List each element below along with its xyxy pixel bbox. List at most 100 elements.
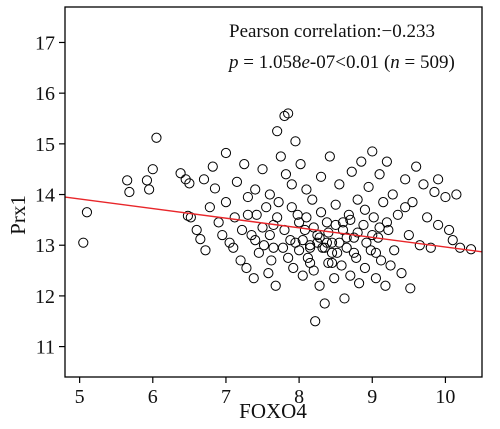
data-point bbox=[290, 136, 301, 147]
data-point bbox=[378, 197, 389, 208]
data-point bbox=[425, 242, 436, 253]
data-point bbox=[381, 156, 392, 167]
data-point bbox=[440, 191, 451, 203]
data-point bbox=[454, 242, 466, 253]
data-point bbox=[367, 229, 378, 241]
data-point bbox=[337, 217, 349, 228]
data-point bbox=[348, 232, 360, 243]
data-point bbox=[220, 197, 232, 208]
x-tick-label: 7 bbox=[221, 386, 231, 408]
y-tick-label: 12 bbox=[35, 286, 55, 308]
data-point bbox=[295, 159, 306, 170]
data-point bbox=[330, 199, 341, 210]
x-tick-label: 10 bbox=[435, 386, 455, 408]
data-point bbox=[304, 240, 316, 251]
data-point bbox=[285, 235, 296, 246]
e-symbol: e bbox=[301, 52, 309, 73]
data-point bbox=[266, 255, 277, 266]
data-point bbox=[301, 212, 312, 223]
data-point bbox=[124, 186, 135, 198]
data-point bbox=[304, 257, 316, 269]
data-point bbox=[235, 255, 246, 266]
data-point bbox=[332, 247, 343, 258]
data-point bbox=[290, 237, 301, 248]
data-point bbox=[257, 164, 268, 175]
data-point bbox=[250, 235, 261, 246]
data-point bbox=[184, 178, 195, 189]
data-point bbox=[400, 174, 411, 185]
data-point bbox=[370, 247, 382, 258]
p-value-annotation: p = 1.058e-07<0.01 (n = 509) bbox=[227, 52, 455, 73]
data-point bbox=[241, 262, 252, 274]
n-tail: = 509) bbox=[400, 52, 455, 73]
data-point bbox=[147, 164, 158, 175]
data-point bbox=[443, 224, 455, 236]
data-point bbox=[220, 147, 232, 159]
p-tail: -07<0.01 ( bbox=[310, 52, 390, 73]
data-point bbox=[224, 237, 235, 248]
data-point bbox=[315, 171, 327, 182]
data-point bbox=[264, 229, 275, 241]
data-point bbox=[180, 174, 191, 185]
data-point bbox=[405, 283, 416, 294]
data-point bbox=[297, 270, 308, 281]
data-point bbox=[330, 219, 341, 231]
data-point bbox=[175, 168, 186, 179]
data-point bbox=[264, 189, 275, 200]
data-point bbox=[204, 202, 215, 213]
data-point bbox=[272, 212, 283, 223]
data-point bbox=[308, 222, 319, 233]
x-tick-label: 8 bbox=[294, 386, 304, 408]
data-point bbox=[324, 151, 335, 162]
data-point bbox=[345, 214, 356, 225]
data-point bbox=[358, 219, 369, 231]
data-point bbox=[433, 174, 444, 185]
x-tick-label: 6 bbox=[148, 386, 158, 408]
data-point bbox=[326, 237, 338, 248]
data-point bbox=[239, 159, 250, 170]
data-point bbox=[258, 240, 270, 251]
y-tick-label: 15 bbox=[35, 134, 55, 156]
data-point bbox=[403, 229, 414, 241]
data-point bbox=[422, 212, 433, 223]
data-point bbox=[447, 235, 458, 246]
data-point bbox=[385, 260, 396, 271]
plot-frame bbox=[64, 6, 483, 378]
y-tick-label: 13 bbox=[35, 235, 55, 257]
data-point bbox=[253, 247, 264, 258]
data-point bbox=[273, 197, 284, 208]
data-point bbox=[185, 212, 196, 223]
y-tick-label: 14 bbox=[35, 185, 55, 207]
data-point bbox=[304, 242, 316, 253]
p-eq: = 1.058 bbox=[239, 52, 302, 73]
data-point bbox=[242, 191, 253, 203]
data-point bbox=[451, 189, 462, 200]
data-point bbox=[246, 229, 257, 241]
x-tick-label: 9 bbox=[367, 386, 377, 408]
data-point bbox=[207, 161, 218, 172]
data-point bbox=[198, 174, 210, 185]
data-point bbox=[341, 232, 352, 243]
y-axis-label: Prx1 bbox=[6, 195, 30, 235]
data-point bbox=[141, 175, 153, 186]
data-point bbox=[392, 209, 403, 220]
p-symbol: p bbox=[227, 52, 239, 73]
data-point bbox=[261, 202, 272, 213]
data-point bbox=[346, 166, 357, 177]
data-point bbox=[310, 316, 321, 327]
data-point bbox=[182, 210, 194, 221]
data-point bbox=[374, 169, 385, 180]
data-point bbox=[251, 209, 262, 220]
data-point bbox=[336, 260, 347, 271]
data-point bbox=[387, 189, 398, 200]
data-point bbox=[339, 293, 350, 304]
data-point bbox=[272, 126, 283, 137]
data-point bbox=[374, 222, 385, 233]
data-point bbox=[323, 257, 334, 269]
data-point bbox=[348, 247, 360, 258]
data-point bbox=[122, 175, 133, 186]
data-point bbox=[236, 224, 248, 236]
data-point bbox=[81, 207, 93, 218]
data-point bbox=[286, 179, 297, 190]
